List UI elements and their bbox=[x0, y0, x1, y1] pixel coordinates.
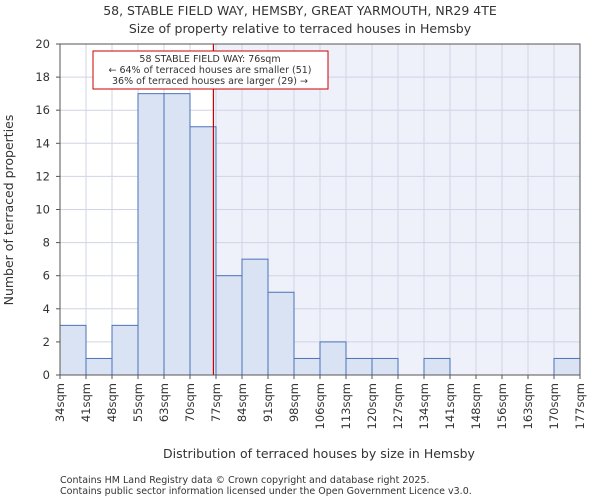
bar-34sqm bbox=[59, 324, 87, 376]
x-tick-label: 98sqm bbox=[287, 383, 301, 422]
x-tick-label: 55sqm bbox=[131, 383, 145, 422]
x-tick-label: 170sqm bbox=[547, 383, 561, 429]
x-tick-label: 120sqm bbox=[365, 383, 379, 429]
x-axis-label: Distribution of terraced houses by size … bbox=[163, 446, 475, 461]
bar-77sqm bbox=[215, 275, 243, 376]
x-tick-label: 63sqm bbox=[157, 383, 171, 422]
bar-84sqm bbox=[241, 258, 269, 376]
y-tick-label: 2 bbox=[43, 335, 50, 349]
y-tick-label: 14 bbox=[35, 136, 50, 150]
bar-48sqm bbox=[111, 324, 139, 376]
annotation-line-2: ← 64% of terraced houses are smaller (51… bbox=[108, 65, 311, 76]
x-tick-label: 141sqm bbox=[443, 383, 457, 429]
y-axis-ticks: 0 2 4 6 8 10 12 14 16 18 20 bbox=[35, 37, 60, 382]
bar-113sqm bbox=[345, 357, 373, 376]
bar-106sqm bbox=[319, 341, 347, 376]
x-tick-label: 163sqm bbox=[521, 383, 535, 429]
x-tick-label: 177sqm bbox=[573, 383, 587, 429]
bar-41sqm bbox=[85, 357, 113, 376]
y-axis-label: Number of terraced properties bbox=[1, 115, 16, 306]
y-tick-label: 8 bbox=[43, 236, 50, 250]
y-tick-label: 10 bbox=[35, 203, 50, 217]
bar-134sqm bbox=[423, 357, 451, 376]
x-tick-label: 134sqm bbox=[417, 383, 431, 429]
x-tick-label: 84sqm bbox=[235, 383, 249, 422]
y-tick-label: 0 bbox=[43, 368, 50, 382]
chart-title: 58, STABLE FIELD WAY, HEMSBY, GREAT YARM… bbox=[103, 3, 497, 18]
annotation-line-1: 58 STABLE FIELD WAY: 76sqm bbox=[139, 54, 280, 65]
bar-55sqm bbox=[137, 93, 165, 376]
bar-170sqm bbox=[553, 357, 581, 376]
footer-line-2: Contains public sector information licen… bbox=[60, 486, 472, 497]
x-tick-label: 70sqm bbox=[183, 383, 197, 422]
bar-63sqm bbox=[163, 93, 191, 376]
y-tick-label: 16 bbox=[35, 103, 50, 117]
x-tick-label: 91sqm bbox=[261, 383, 275, 422]
footer-line-1: Contains HM Land Registry data © Crown c… bbox=[60, 475, 430, 486]
x-tick-label: 77sqm bbox=[209, 383, 223, 422]
y-tick-label: 18 bbox=[35, 70, 50, 84]
y-tick-label: 6 bbox=[43, 269, 50, 283]
x-tick-label: 34sqm bbox=[53, 383, 67, 422]
y-tick-label: 12 bbox=[35, 169, 50, 183]
x-tick-label: 48sqm bbox=[105, 383, 119, 422]
x-tick-label: 148sqm bbox=[469, 383, 483, 429]
x-tick-label: 106sqm bbox=[313, 383, 327, 429]
annotation-line-3: 36% of terraced houses are larger (29) → bbox=[112, 76, 308, 87]
x-tick-label: 156sqm bbox=[495, 383, 509, 429]
annotation-box: 58 STABLE FIELD WAY: 76sqm ← 64% of terr… bbox=[92, 50, 329, 90]
bars bbox=[59, 93, 581, 376]
x-tick-label: 127sqm bbox=[391, 383, 405, 429]
chart-subtitle: Size of property relative to terraced ho… bbox=[129, 21, 472, 36]
x-tick-label: 41sqm bbox=[79, 383, 93, 422]
bar-98sqm bbox=[293, 357, 321, 376]
bar-91sqm bbox=[267, 291, 295, 376]
x-axis-ticks: 34sqm 41sqm 48sqm 55sqm 63sqm 70sqm 77sqm 84sqm… bbox=[53, 375, 587, 429]
y-tick-label: 4 bbox=[43, 302, 50, 316]
x-tick-label: 113sqm bbox=[339, 383, 353, 429]
y-tick-label: 20 bbox=[35, 37, 50, 51]
bar-120sqm bbox=[371, 357, 399, 376]
bar-70sqm bbox=[189, 126, 217, 376]
